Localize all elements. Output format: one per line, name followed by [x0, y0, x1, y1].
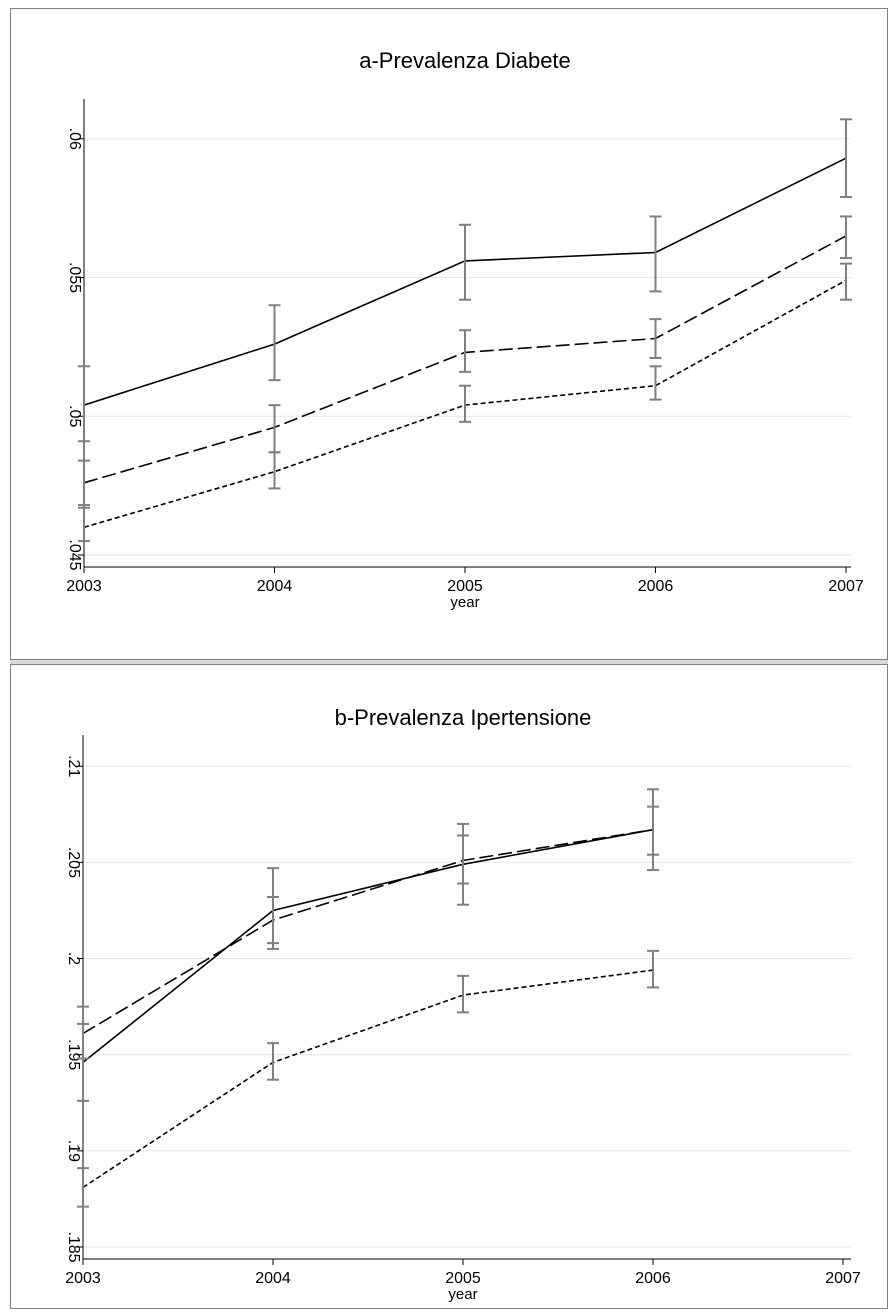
- x-tick-label: 2004: [257, 578, 293, 595]
- x-tick-label: 2003: [65, 1270, 101, 1287]
- y-tick-label: .2: [65, 952, 82, 965]
- x-tick-label: 2005: [445, 1270, 481, 1287]
- y-tick-label: .21: [65, 755, 82, 777]
- chart-ipertensione: b-Prevalenza Ipertensione .185 .19 .195 .2 .2…: [65, 705, 861, 1303]
- chart-diabete: a-Prevalenza Diabete .045 .05 .055 .06 2003 20…: [66, 48, 864, 611]
- x-tick-label: 2006: [635, 1270, 671, 1287]
- chart-title: a-Prevalenza Diabete: [359, 48, 571, 73]
- chart-panel-diabete: a-Prevalenza Diabete .045 .05 .055 .06 2003 20…: [10, 8, 888, 660]
- x-tick-label: 2006: [638, 578, 674, 595]
- x-axis-title: year: [450, 594, 479, 611]
- y-tick-label: .185: [65, 1231, 82, 1262]
- x-tick-label: 2005: [447, 578, 483, 595]
- series-line-dotted: [82, 969, 654, 1189]
- y-tick-label: .06: [66, 128, 83, 150]
- panel-divider: [10, 660, 888, 664]
- y-tick-label: .195: [65, 1039, 82, 1070]
- y-tick-label: .055: [66, 262, 83, 293]
- x-tick-label: 2003: [66, 578, 102, 595]
- x-axis-title: year: [448, 1286, 477, 1303]
- x-tick-label: 2007: [828, 578, 864, 595]
- series-line-dashed: [82, 828, 654, 1035]
- y-tick-label: .05: [66, 405, 83, 427]
- series-line-solid: [82, 828, 654, 1064]
- chart-title: b-Prevalenza Ipertensione: [335, 705, 592, 730]
- x-tick-label: 2004: [255, 1270, 291, 1287]
- y-tick-label: .205: [65, 847, 82, 878]
- chart-panel-ipertensione: b-Prevalenza Ipertensione .185 .19 .195 .2 .2…: [10, 664, 888, 1309]
- y-tick-label: .19: [65, 1140, 82, 1162]
- y-tick-label: .045: [66, 539, 83, 570]
- x-tick-label: 2007: [825, 1270, 861, 1287]
